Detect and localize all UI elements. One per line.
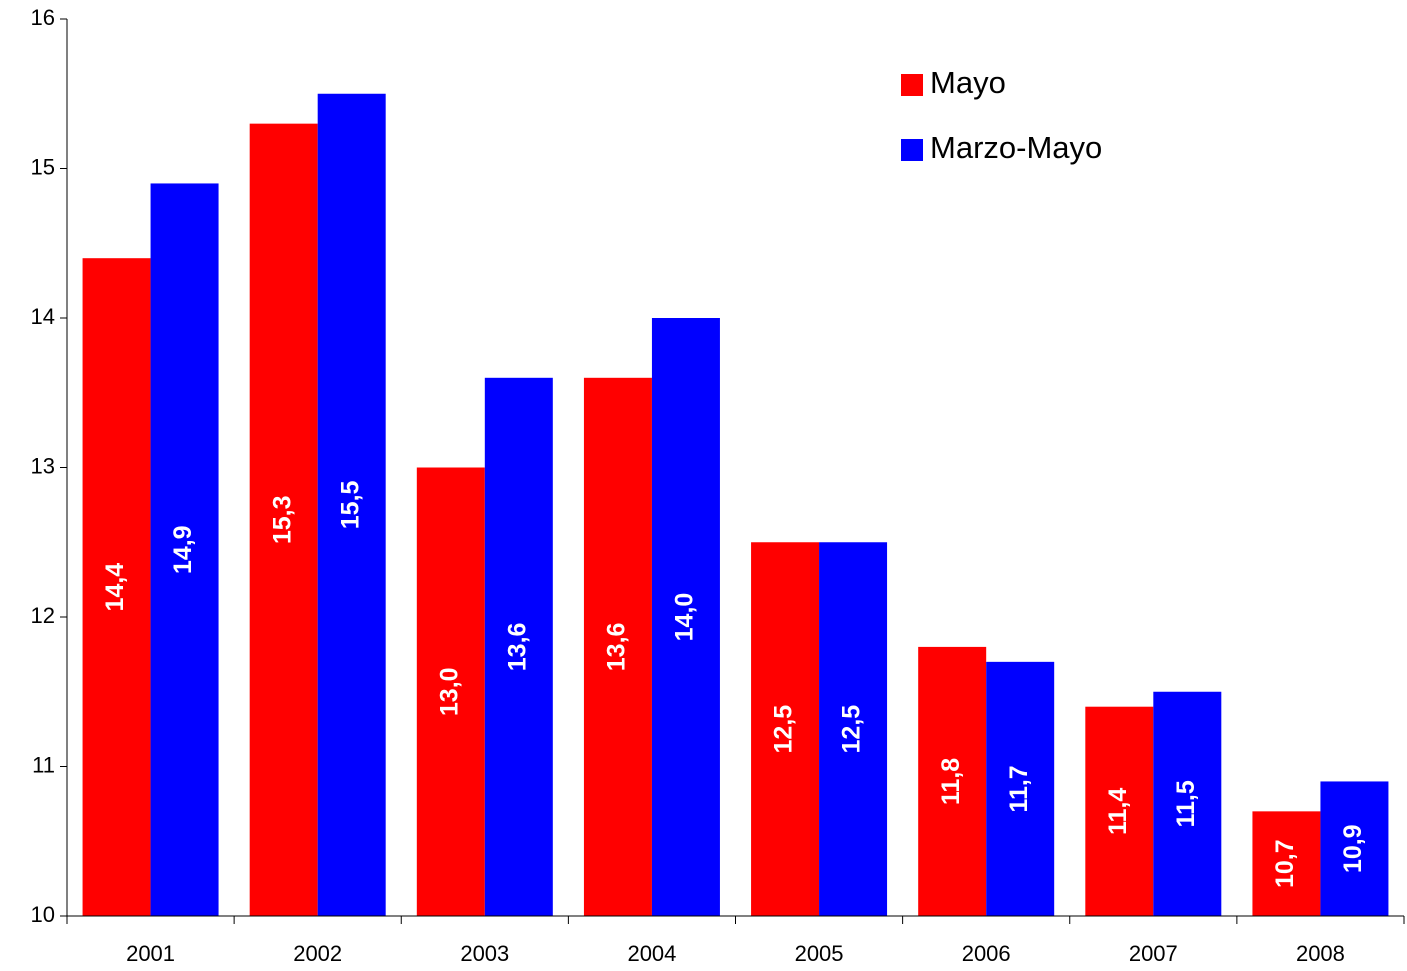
legend-label: Marzo-Mayo [930,130,1102,165]
legend-swatch [901,139,923,161]
value-label: 10,9 [1339,824,1367,873]
value-label: 14,4 [101,563,129,612]
x-tick-label: 2003 [460,941,509,966]
bar [1252,811,1321,916]
value-label: 14,9 [169,525,197,574]
y-tick-label: 14 [31,304,55,329]
x-tick-label: 2006 [962,941,1011,966]
value-label: 11,8 [937,758,965,805]
bar [150,183,219,916]
x-tick-label: 2004 [627,941,676,966]
x-tick-label: 2008 [1296,941,1345,966]
bar [416,467,485,916]
value-label: 14,0 [671,593,699,642]
bar [82,258,151,916]
y-tick-label: 11 [32,752,55,777]
value-label: 12,5 [838,705,866,754]
bar [317,93,386,916]
y-tick-label: 13 [31,453,55,478]
x-tick-label: 2002 [293,941,342,966]
value-label: 11,5 [1172,780,1200,827]
y-tick-label: 10 [31,902,55,927]
bar [918,646,987,916]
legend-swatch [901,74,923,96]
bar [1153,691,1222,916]
bar [249,123,318,916]
x-tick-label: 2001 [126,941,175,966]
legend-label: Mayo [930,65,1006,100]
bar [751,542,820,916]
bar [819,542,888,916]
x-tick-label: 2005 [795,941,844,966]
bar [583,377,652,916]
bar [1085,706,1154,916]
value-label: 15,3 [268,495,296,544]
value-label: 13,6 [503,623,531,672]
bar [651,318,720,916]
bar [1320,781,1389,916]
value-label: 15,5 [336,480,364,529]
value-label: 13,0 [435,667,463,716]
value-label: 11,4 [1104,788,1132,835]
bar [986,661,1055,916]
value-label: 12,5 [770,705,798,754]
y-tick-label: 12 [31,603,55,628]
value-label: 11,7 [1005,765,1033,812]
y-tick-label: 16 [31,5,55,30]
value-label: 13,6 [603,623,631,672]
y-tick-label: 15 [31,154,55,179]
x-tick-label: 2007 [1129,941,1178,966]
bar [484,377,553,916]
value-label: 10,7 [1271,839,1299,888]
